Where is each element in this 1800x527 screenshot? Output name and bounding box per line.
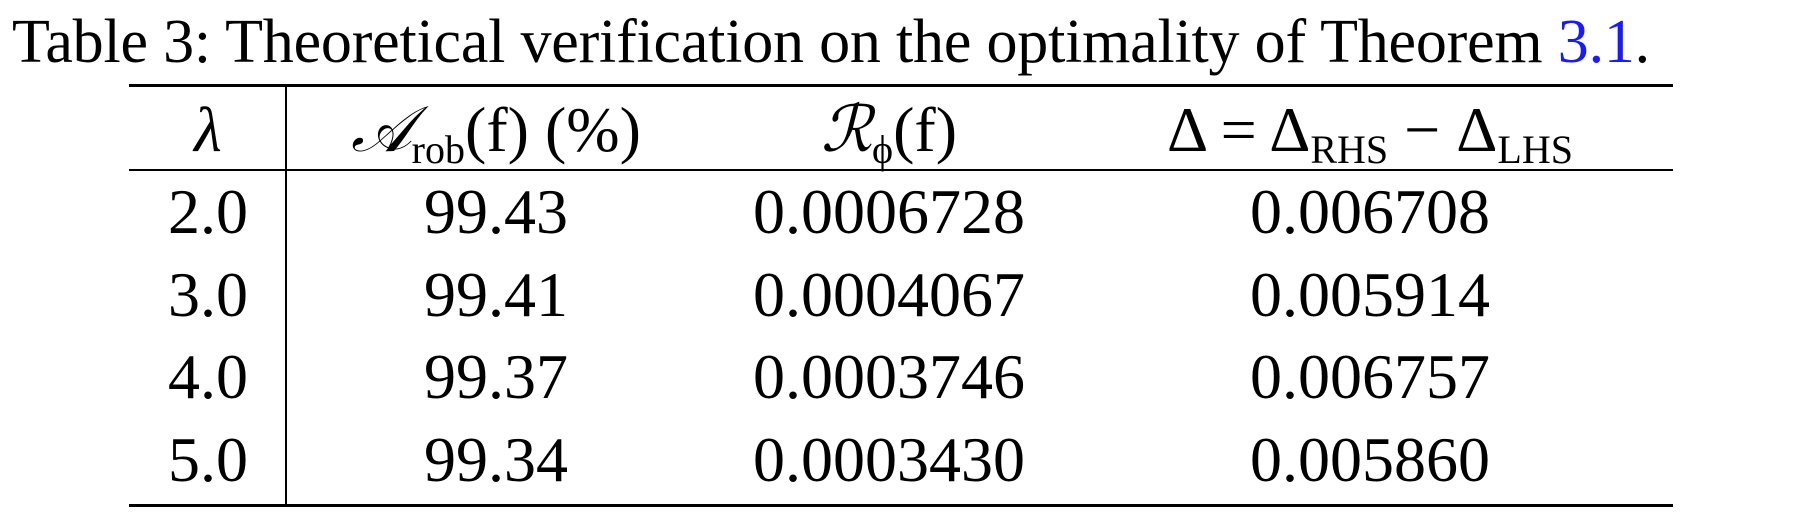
cell-acc: 99.37 bbox=[424, 341, 568, 412]
header-lambda: λ bbox=[194, 94, 222, 165]
cell-delta: 0.005860 bbox=[1250, 424, 1490, 495]
bottom-rule bbox=[129, 504, 1673, 507]
cell-risk: 0.0004067 bbox=[753, 259, 1025, 330]
header-delta: Δ = ΔRHS − ΔLHS bbox=[1167, 94, 1573, 173]
table-caption: Table 3: Theoretical verification on the… bbox=[12, 2, 1792, 82]
cell-delta: 0.006708 bbox=[1250, 176, 1490, 247]
cell-risk: 0.0003746 bbox=[753, 341, 1025, 412]
cell-delta: 0.006757 bbox=[1250, 341, 1490, 412]
caption-text: Table 3: Theoretical verification on the… bbox=[12, 8, 1558, 76]
cell-acc: 99.41 bbox=[424, 259, 568, 330]
cell-acc: 99.34 bbox=[424, 424, 568, 495]
cell-lambda: 2.0 bbox=[168, 176, 248, 247]
cell-risk: 0.0006728 bbox=[753, 176, 1025, 247]
cell-acc: 99.43 bbox=[424, 176, 568, 247]
header-rule bbox=[129, 169, 1673, 171]
caption-end: . bbox=[1634, 8, 1651, 76]
cell-risk: 0.0003430 bbox=[753, 424, 1025, 495]
cell-lambda: 5.0 bbox=[168, 424, 248, 495]
column-divider bbox=[285, 86, 287, 506]
header-robust-accuracy: 𝒜rob(f) (%) bbox=[351, 94, 641, 173]
header-risk: ℛϕ(f) bbox=[820, 94, 958, 173]
theorem-link[interactable]: 3.1 bbox=[1557, 8, 1635, 76]
cell-lambda: 3.0 bbox=[168, 259, 248, 330]
top-rule bbox=[129, 84, 1673, 87]
cell-delta: 0.005914 bbox=[1250, 259, 1490, 330]
cell-lambda: 4.0 bbox=[168, 341, 248, 412]
